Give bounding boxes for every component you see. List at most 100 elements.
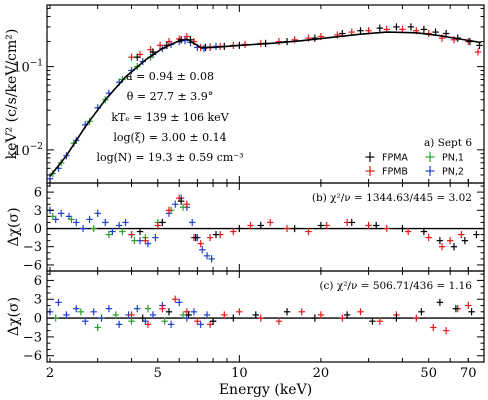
x-tick-label: 20 <box>313 366 330 381</box>
residuals-c-point-pn-2 <box>149 311 157 319</box>
residuals-c-frame <box>46 270 485 363</box>
legend: FPMA FPMB PN,1 PN,2 <box>365 152 464 178</box>
spectrum-point-fpmb <box>165 37 173 46</box>
residuals-c-point-fpmb <box>465 301 472 310</box>
residuals-c-point-fpma <box>209 317 217 325</box>
residuals-c-point-pn-2 <box>82 317 89 325</box>
x-axis-title: Energy (keV) <box>219 382 312 398</box>
spectrum-point-fpmb <box>291 36 298 44</box>
x-tick-label: 50 <box>420 366 437 381</box>
residuals-b-point-fpmb <box>283 224 291 233</box>
residuals-b-point-pn-1 <box>105 230 113 239</box>
residuals-b-point-pn-2 <box>115 221 123 230</box>
residuals-c-point-fpma <box>165 308 173 316</box>
residuals-b-point-pn-2 <box>172 200 179 208</box>
residuals-b-point-fpma <box>291 224 298 233</box>
residuals-c-y-tick-label: −6 <box>23 349 42 364</box>
residuals-c-point-fpmb <box>221 311 228 319</box>
residuals-b-point-pn-2 <box>203 252 211 260</box>
residuals-b-point-pn-2 <box>136 237 144 245</box>
spectrum-point-fpma <box>420 25 428 34</box>
residuals-b-point-fpmb <box>142 237 149 245</box>
residuals-b-point-pn-2 <box>73 218 80 227</box>
spectrum-point-fpma <box>311 34 319 42</box>
residuals-b-x-axis <box>49 183 485 271</box>
residuals-c-point-pn-1 <box>94 323 101 332</box>
residuals-c-point-pn-2 <box>167 320 175 328</box>
spectrum-model-line <box>49 31 482 177</box>
spectrum-point-fpma <box>134 53 141 61</box>
residuals-b-point-pn-2 <box>109 227 116 236</box>
residuals-b-point-pn-1 <box>131 237 138 245</box>
residuals-b-point-fpmb <box>230 227 237 236</box>
residuals-c-point-fpma <box>311 314 319 322</box>
residuals-b-point-fpma <box>177 197 185 205</box>
spectrum-param-2: kTₑ = 139 ± 106 keV <box>111 111 229 124</box>
residuals-c-point-pn-2 <box>55 298 62 306</box>
residuals-b-point-fpma <box>257 221 264 230</box>
residuals-c-point-fpma <box>343 311 351 319</box>
residuals-b-point-fpmb <box>446 237 454 245</box>
residuals-b-point-pn-1 <box>68 215 75 224</box>
residuals-b-series-group <box>46 194 480 263</box>
residuals-c-point-pn-2 <box>190 308 198 316</box>
residuals-b-point-fpma <box>399 224 406 233</box>
residuals-c-point-fpma <box>393 314 400 322</box>
residuals-b-point-pn-1 <box>179 203 187 211</box>
residuals-c-y-tick-label: 3 <box>34 293 42 308</box>
spectrum-point-fpmb <box>474 48 482 56</box>
spectrum-point-fpmb <box>128 53 135 61</box>
residuals-c-point-fpmb <box>194 317 201 325</box>
residuals-b-point-fpmb <box>267 218 274 227</box>
residuals-c-y-tick-label: 6 <box>34 274 42 289</box>
spectrum-x-axis <box>49 5 485 183</box>
residuals-c-point-pn-1 <box>144 305 152 313</box>
spectrum-point-fpma <box>442 29 450 38</box>
residuals-c-point-pn-2 <box>98 314 105 322</box>
residuals-b-point-fpma <box>236 224 243 233</box>
residuals-b-point-fpmb <box>154 221 161 230</box>
residuals-b-point-fpmb <box>183 200 191 208</box>
residuals-b-fit-stat: (b) χ²/ν = 1344.63/445 = 3.02 <box>312 192 472 204</box>
spectrum-point-fpma <box>357 27 364 35</box>
spectrum-y-tick-label: 10−2 <box>13 142 43 159</box>
residuals-c-point-pn-1 <box>161 317 168 325</box>
residuals-c-series-group <box>46 295 475 335</box>
residuals-c-point-pn-2 <box>63 311 70 319</box>
spectrum-param-1: θ = 27.7 ± 3.9° <box>127 90 214 103</box>
residuals-b-y-axis-title: Δχ(σ) <box>6 207 22 246</box>
spectrum-point-fpmb <box>275 37 283 46</box>
residuals-c-point-fpma <box>185 311 192 319</box>
residuals-b-point-fpma <box>450 243 458 251</box>
residuals-b-point-fpmb <box>425 234 432 242</box>
residuals-c-point-fpmb <box>144 320 152 328</box>
residuals-b-point-fpma <box>420 227 428 236</box>
residuals-b-point-fpma <box>192 234 199 242</box>
residuals-c-point-fpmb <box>206 320 214 328</box>
residuals-c-point-fpma <box>418 308 425 316</box>
residuals-c-point-pn-2 <box>203 311 211 319</box>
spectrum-point-fpma <box>376 24 384 32</box>
legend-entry-fpmb: FPMB <box>382 167 408 178</box>
residuals-c-point-fpma <box>283 308 291 316</box>
residuals-b-y-tick-label: 0 <box>34 222 42 237</box>
residuals-c-point-fpmb <box>275 317 283 325</box>
residuals-b-point-fpmb <box>206 234 214 242</box>
residuals-b-point-pn-1 <box>90 224 97 233</box>
legend-marker-fpmb <box>365 166 375 176</box>
residuals-c-point-fpma <box>369 317 376 325</box>
spectrum-param-4: log(N) = 19.3 ± 0.59 cm⁻³ <box>96 151 243 164</box>
residuals-c-point-pn-2 <box>134 305 141 313</box>
residuals-b-point-pn-2 <box>57 209 65 217</box>
residuals-b-point-pn-2 <box>208 255 215 263</box>
residuals-c-y-tick-label: 0 <box>34 312 42 327</box>
residuals-b-point-fpma <box>317 221 325 230</box>
residuals-c-point-fpma <box>230 314 237 322</box>
residuals-c-point-fpma <box>252 311 259 319</box>
x-tick-label: 5 <box>154 366 162 381</box>
legend-marker-pn-1 <box>425 152 435 162</box>
residuals-c-point-fpma <box>436 298 444 306</box>
residuals-b-point-pn-2 <box>189 218 196 227</box>
residuals-b-point-pn-2 <box>152 234 159 242</box>
